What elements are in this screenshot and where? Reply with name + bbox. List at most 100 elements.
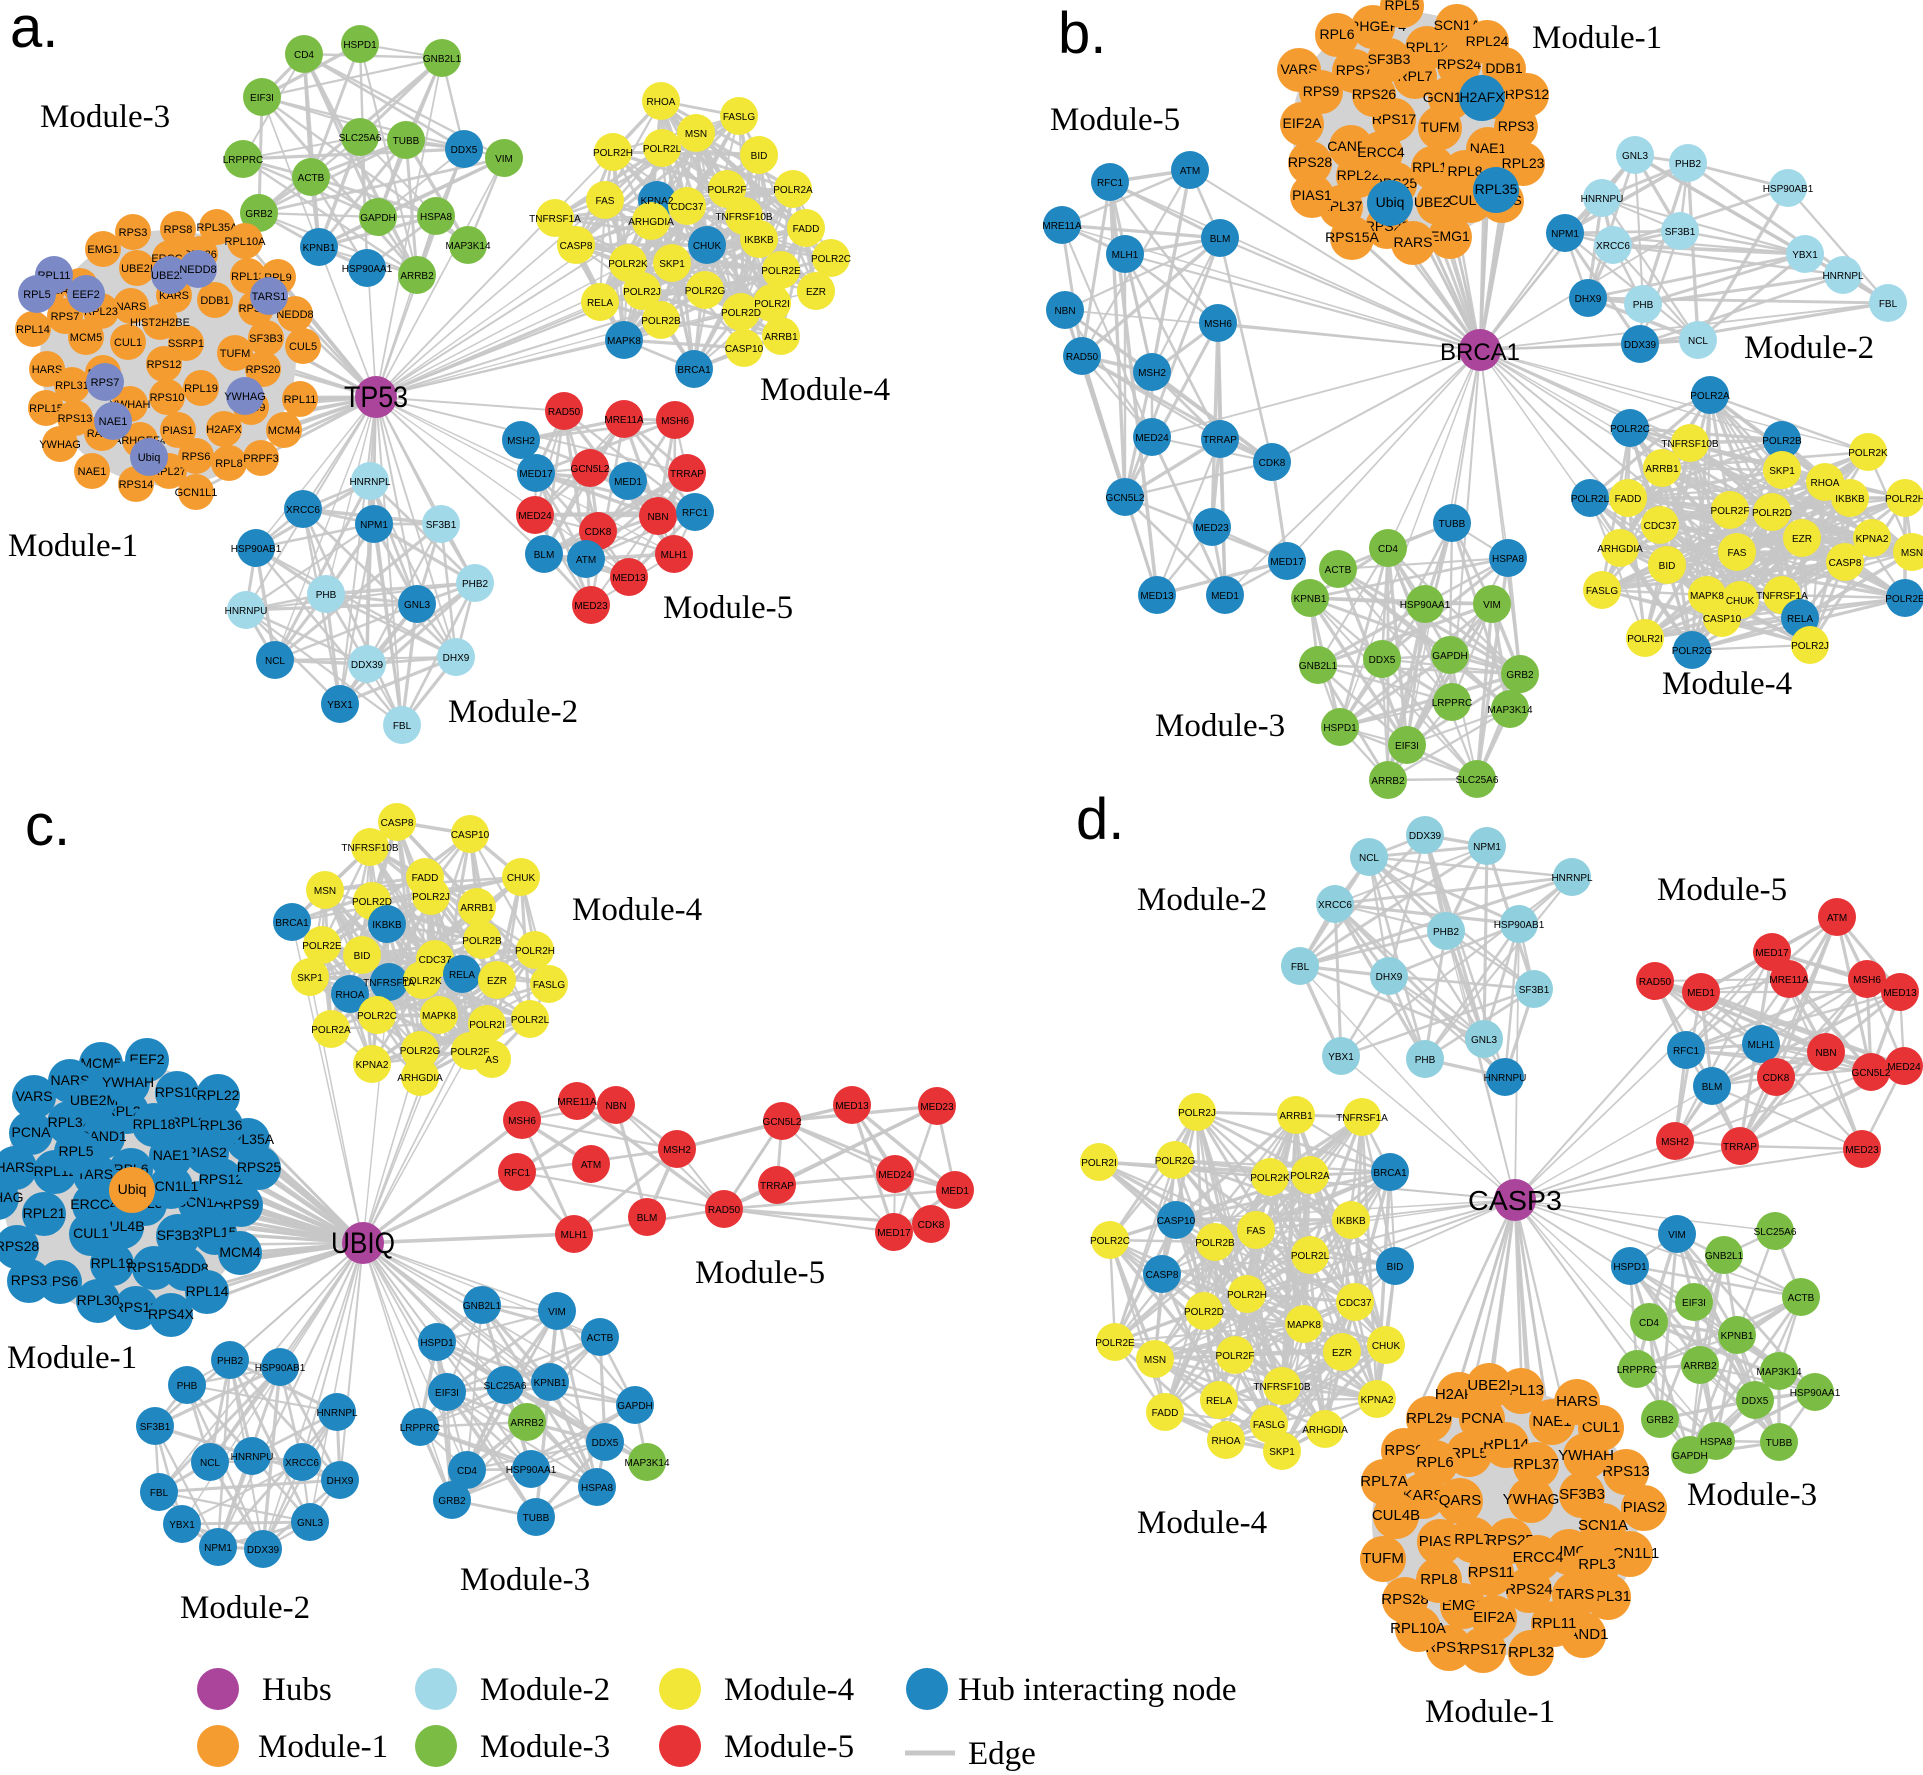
svg-text:FBL: FBL xyxy=(1879,299,1898,310)
svg-text:TNFRSF10B: TNFRSF10B xyxy=(715,212,773,223)
svg-text:UBE2I: UBE2I xyxy=(121,263,153,275)
svg-text:DHX9: DHX9 xyxy=(1376,972,1403,983)
svg-text:MED24: MED24 xyxy=(518,511,552,522)
svg-text:RPL7: RPL7 xyxy=(1454,1531,1492,1548)
svg-text:PHB2: PHB2 xyxy=(1433,927,1460,938)
svg-text:RPS13: RPS13 xyxy=(1602,1463,1650,1480)
svg-text:GNB2L1: GNB2L1 xyxy=(423,54,462,65)
svg-text:RPL18: RPL18 xyxy=(133,1116,176,1132)
svg-text:NPM1: NPM1 xyxy=(1473,842,1501,853)
svg-text:ACTB: ACTB xyxy=(587,1333,614,1344)
svg-text:POLR2A: POLR2A xyxy=(1290,1171,1330,1182)
svg-text:Module-1: Module-1 xyxy=(1532,20,1662,56)
svg-text:Module-2: Module-2 xyxy=(180,1590,310,1626)
svg-text:RELA: RELA xyxy=(1787,614,1813,625)
svg-text:POLR2K: POLR2K xyxy=(608,259,648,270)
svg-text:BID: BID xyxy=(1659,561,1676,572)
svg-text:POLR2D: POLR2D xyxy=(721,308,761,319)
svg-text:TRRAP: TRRAP xyxy=(1203,435,1237,446)
svg-text:EZR: EZR xyxy=(1332,1348,1352,1359)
svg-text:POLR2L: POLR2L xyxy=(643,144,682,155)
svg-text:NPM1: NPM1 xyxy=(360,520,388,531)
svg-text:RPL35A: RPL35A xyxy=(197,222,239,234)
svg-text:ARHGDIA: ARHGDIA xyxy=(1302,1425,1348,1436)
svg-text:YWHAG: YWHAG xyxy=(224,391,266,403)
svg-text:RPL30: RPL30 xyxy=(77,1292,120,1308)
svg-text:HSPD1: HSPD1 xyxy=(1613,1262,1647,1273)
svg-text:DDX5: DDX5 xyxy=(1369,655,1396,666)
svg-text:PIAS2: PIAS2 xyxy=(1623,1499,1666,1516)
svg-text:GNL3: GNL3 xyxy=(297,1518,324,1529)
svg-text:POLR2F: POLR2F xyxy=(1711,506,1750,517)
svg-text:NAE1: NAE1 xyxy=(78,466,107,478)
svg-text:YBX1: YBX1 xyxy=(1328,1052,1354,1063)
svg-text:NCL: NCL xyxy=(1688,336,1708,347)
svg-text:HNRNPL: HNRNPL xyxy=(1822,271,1864,282)
svg-text:Module-1: Module-1 xyxy=(1425,1694,1555,1730)
svg-text:UBE2M: UBE2M xyxy=(70,1092,118,1108)
svg-text:LRPPRC: LRPPRC xyxy=(1617,1365,1658,1376)
svg-text:DDX39: DDX39 xyxy=(1409,831,1442,842)
svg-text:Module-5: Module-5 xyxy=(663,590,793,626)
svg-text:GCN5L2: GCN5L2 xyxy=(571,464,610,475)
svg-text:SKP1: SKP1 xyxy=(1769,466,1795,477)
svg-text:TNFRSF1A: TNFRSF1A xyxy=(363,978,415,989)
svg-text:Module-4: Module-4 xyxy=(760,372,890,408)
svg-text:RPL11: RPL11 xyxy=(1532,1615,1577,1632)
svg-text:MED24: MED24 xyxy=(1887,1062,1921,1073)
svg-text:MED1: MED1 xyxy=(941,1186,969,1197)
svg-text:MED23: MED23 xyxy=(1195,523,1229,534)
svg-text:POLR2C: POLR2C xyxy=(811,254,851,265)
svg-text:POLR2E: POLR2E xyxy=(761,266,801,277)
svg-text:PRPF3: PRPF3 xyxy=(243,453,278,465)
svg-text:EIF2A: EIF2A xyxy=(1283,115,1323,131)
svg-text:MSH6: MSH6 xyxy=(1204,319,1232,330)
svg-text:CUL4B: CUL4B xyxy=(1372,1507,1420,1524)
svg-text:POLR2G: POLR2G xyxy=(1672,646,1713,657)
svg-text:TARS: TARS xyxy=(1556,1586,1595,1603)
svg-text:SLC25A6: SLC25A6 xyxy=(339,133,382,144)
svg-text:HSP90AB1: HSP90AB1 xyxy=(1763,184,1814,195)
svg-text:RPL19: RPL19 xyxy=(184,383,218,395)
svg-text:BID: BID xyxy=(354,951,371,962)
svg-text:CDK8: CDK8 xyxy=(918,1220,945,1231)
svg-text:RPL19: RPL19 xyxy=(91,1255,134,1271)
svg-text:RPS7: RPS7 xyxy=(51,311,80,323)
svg-text:MED17: MED17 xyxy=(1270,557,1304,568)
svg-text:RPS3: RPS3 xyxy=(11,1272,48,1288)
svg-text:DDX39: DDX39 xyxy=(247,1545,280,1556)
svg-text:FASLG: FASLG xyxy=(1253,1420,1285,1431)
svg-text:POLR2B: POLR2B xyxy=(1762,436,1802,447)
svg-text:TRRAP: TRRAP xyxy=(760,1181,794,1192)
svg-text:PIAS1: PIAS1 xyxy=(1292,187,1332,203)
svg-text:Module-3: Module-3 xyxy=(1155,708,1285,744)
svg-text:KPNB1: KPNB1 xyxy=(1721,1331,1754,1342)
svg-text:RAD50: RAD50 xyxy=(548,407,581,418)
svg-text:TRRAP: TRRAP xyxy=(670,469,704,480)
svg-text:MAPK8: MAPK8 xyxy=(607,336,641,347)
svg-text:ARRB1: ARRB1 xyxy=(1279,1111,1313,1122)
svg-text:FADD: FADD xyxy=(793,224,820,235)
svg-text:NCL: NCL xyxy=(200,1458,220,1469)
svg-text:RPL5: RPL5 xyxy=(23,289,51,301)
svg-text:CD4: CD4 xyxy=(1378,544,1398,555)
svg-text:BRCA1: BRCA1 xyxy=(275,918,309,929)
svg-text:MSH6: MSH6 xyxy=(661,416,689,427)
svg-text:RPL21: RPL21 xyxy=(23,1205,66,1221)
svg-text:MED17: MED17 xyxy=(1755,948,1789,959)
svg-text:EZR: EZR xyxy=(806,287,826,298)
svg-text:NPM1: NPM1 xyxy=(204,1543,232,1554)
svg-text:ACTB: ACTB xyxy=(1788,1293,1815,1304)
svg-text:SKP1: SKP1 xyxy=(659,259,685,270)
svg-text:CUL1: CUL1 xyxy=(1582,1419,1620,1436)
svg-text:MAP3K14: MAP3K14 xyxy=(1756,1367,1801,1378)
svg-text:RPS6: RPS6 xyxy=(182,451,211,463)
svg-text:NBN: NBN xyxy=(605,1101,626,1112)
svg-text:TUFM: TUFM xyxy=(1362,1550,1404,1567)
svg-text:IKBKB: IKBKB xyxy=(372,920,402,931)
svg-text:RPL24: RPL24 xyxy=(1466,33,1509,49)
svg-text:GRB2: GRB2 xyxy=(1646,1415,1674,1426)
svg-text:RPL8: RPL8 xyxy=(1420,1571,1458,1588)
svg-text:RPS12: RPS12 xyxy=(1505,86,1550,102)
svg-text:RPL6: RPL6 xyxy=(1416,1454,1454,1471)
